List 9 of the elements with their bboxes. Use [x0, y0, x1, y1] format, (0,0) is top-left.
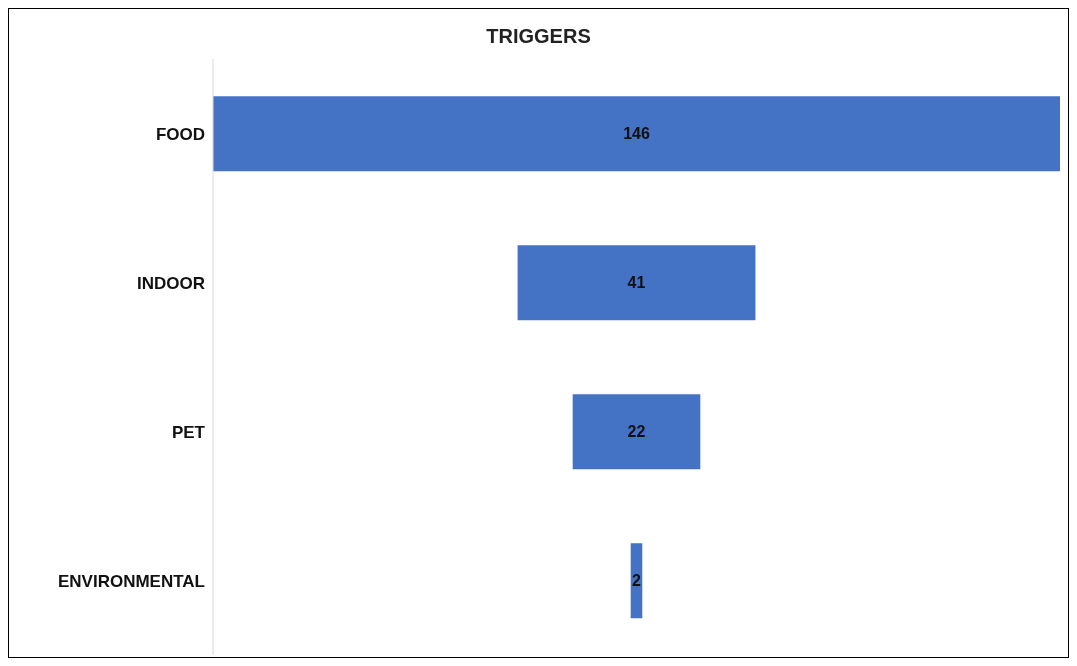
category-label: ENVIRONMENTAL [57, 571, 205, 591]
category-label: PET [171, 422, 206, 442]
data-label: 22 [627, 423, 646, 441]
text: TRIGGERS [485, 24, 592, 49]
data-label: 41 [627, 274, 646, 292]
category-label: FOOD [155, 124, 205, 144]
data-label: 2 [632, 572, 642, 590]
category-label: INDOOR [137, 273, 205, 293]
data-label: 146 [623, 125, 650, 143]
